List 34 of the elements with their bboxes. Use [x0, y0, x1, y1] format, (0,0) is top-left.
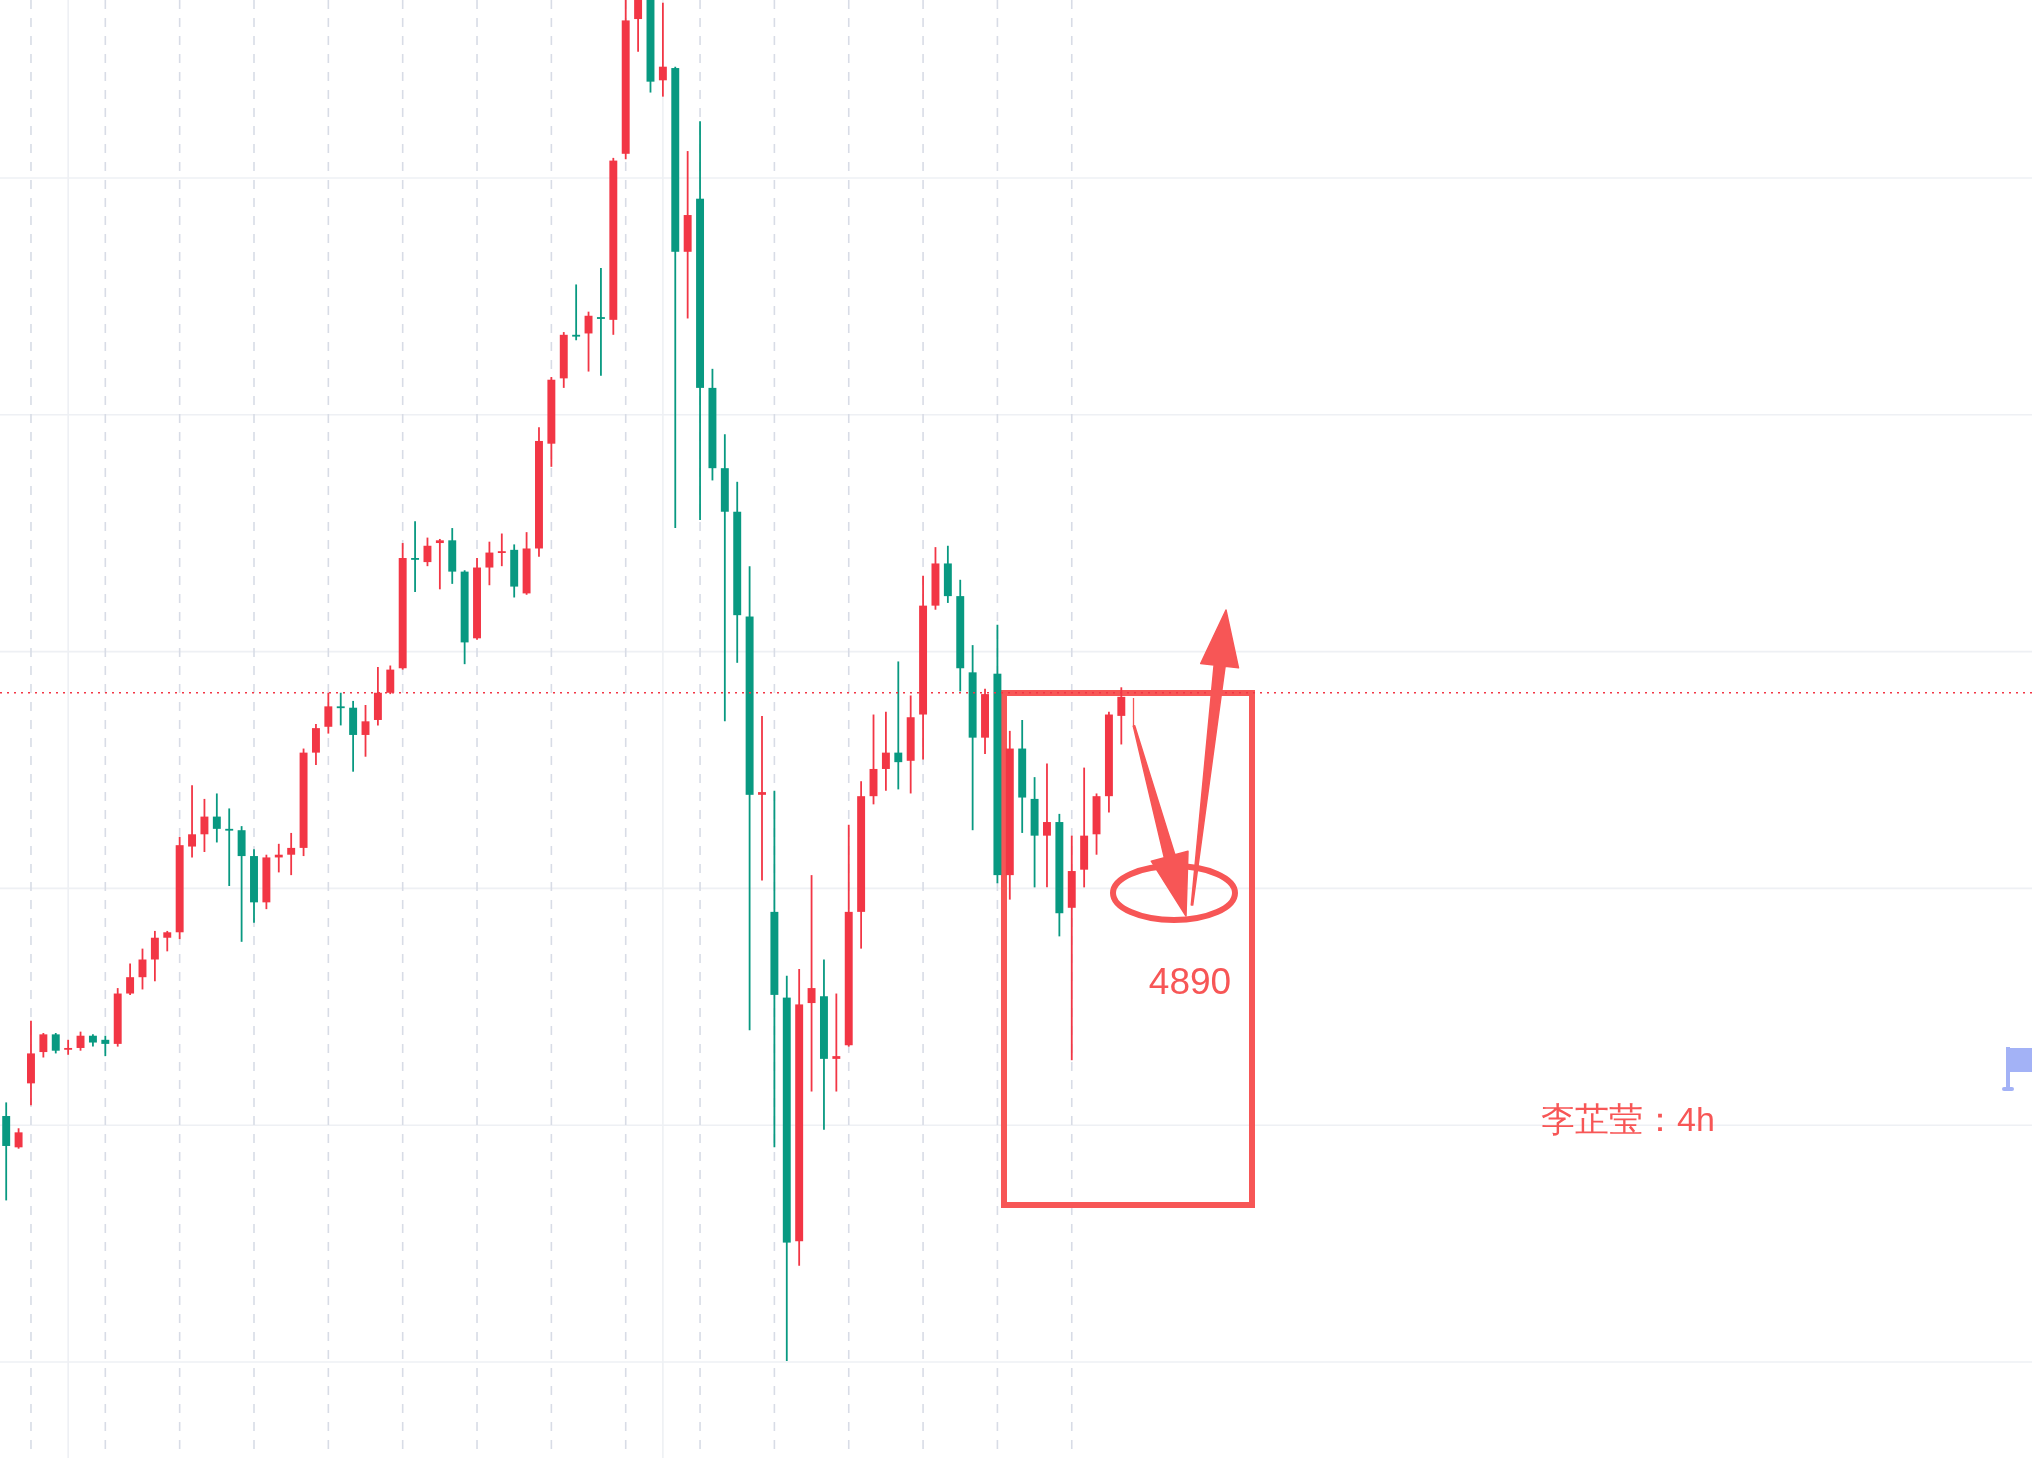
candlestick	[596, 267, 605, 377]
candlestick	[64, 1038, 73, 1056]
annotation: 4890	[1148, 961, 1232, 1002]
candlestick	[14, 1127, 23, 1150]
candlestick	[39, 1032, 48, 1059]
candlestick	[807, 874, 816, 1093]
candlestick	[101, 1034, 110, 1058]
candlestick	[435, 538, 444, 591]
candlestick	[832, 992, 841, 1093]
candlestick	[634, 0, 643, 53]
candlestick	[584, 310, 593, 373]
candlestick	[411, 520, 420, 593]
candlestick	[572, 283, 581, 342]
candlestick	[758, 714, 766, 882]
candlestick	[881, 710, 890, 792]
candlestick	[212, 792, 221, 844]
candlestick	[485, 540, 494, 587]
annotation: 李芷莹：4h	[1541, 1100, 1715, 1138]
candlestick	[894, 660, 903, 791]
candlestick	[287, 832, 296, 877]
candlestick	[497, 532, 506, 568]
candlestick	[1043, 762, 1051, 889]
candlestick	[336, 691, 345, 727]
candlestick	[200, 798, 209, 853]
candlestick	[225, 807, 234, 887]
candlestick	[361, 704, 370, 758]
candlestick	[51, 1032, 60, 1055]
candlestick	[126, 962, 135, 996]
candlestick	[188, 784, 197, 859]
candlestick	[423, 536, 432, 568]
candlestick	[658, 1, 667, 98]
candlestick	[76, 1030, 85, 1052]
candlestick	[163, 930, 172, 953]
candlestick	[150, 930, 159, 983]
